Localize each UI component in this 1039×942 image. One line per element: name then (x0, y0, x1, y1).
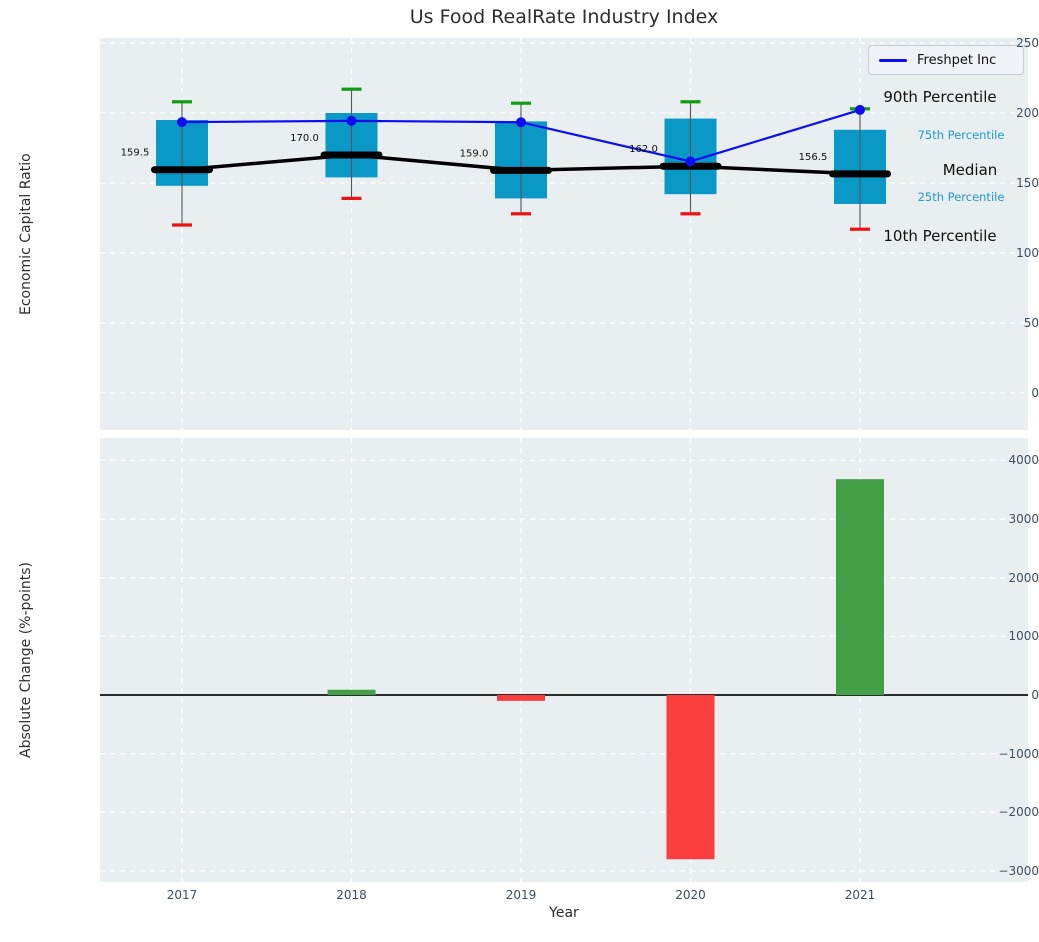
y-tick-bottom-2000: 2000 (1008, 570, 1039, 585)
bar-chart-svg (100, 438, 1028, 882)
cap-10th-2017 (172, 223, 192, 227)
cap-10th-2021 (850, 227, 870, 231)
freshpet-marker-2017 (177, 117, 187, 128)
median-annotation-2017: 159.5 (121, 148, 150, 159)
y-tick-bottom--3000: −3000 (998, 863, 1039, 878)
y-tick-top-150: 150 (1016, 176, 1039, 190)
freshpet-marker-2019 (516, 117, 526, 128)
legend-blue-line-icon (879, 58, 907, 62)
freshpet-marker-2021 (855, 104, 865, 115)
x-tick-2019: 2019 (505, 888, 537, 902)
y-tick-bottom--1000: −1000 (998, 746, 1039, 761)
median-capsule-2021 (829, 170, 891, 178)
cap-10th-2018 (341, 196, 362, 200)
change-bar-2020 (666, 695, 715, 860)
y-tick-bottom-0: 0 (1031, 688, 1039, 702)
cap-90th-2017 (172, 100, 192, 104)
change-bar-2021 (836, 479, 884, 695)
cap-90th-2020 (680, 100, 701, 104)
x-tick-2021: 2021 (844, 888, 876, 902)
cap-10th-2020 (680, 212, 701, 216)
label-10th-percentile: 10th Percentile (883, 227, 997, 245)
label-75th-percentile: 75th Percentile (917, 128, 1005, 142)
cap-90th-2019 (511, 101, 531, 105)
x-tick-2020: 2020 (675, 888, 706, 902)
label-median: Median (942, 161, 998, 179)
y-tick-bottom-4000: 4000 (1008, 453, 1039, 468)
freshpet-marker-2020 (685, 156, 696, 167)
change-bar-2018 (327, 689, 376, 695)
median-annotation-2018: 170.0 (290, 133, 319, 144)
median-annotation-2021: 156.5 (799, 152, 828, 163)
x-tick-2017: 2017 (166, 888, 198, 902)
median-capsule-2017 (151, 166, 213, 174)
y-tick-top-0: 0 (1031, 386, 1039, 400)
y-tick-top-250: 250 (1016, 36, 1039, 50)
y-axis-label-top: Economic Capital Ratio (18, 153, 34, 315)
y-tick-bottom-1000: 1000 (1008, 629, 1039, 644)
median-capsule-2018 (320, 151, 383, 159)
y-tick-top-100: 100 (1016, 246, 1039, 260)
x-tick-2018: 2018 (336, 888, 367, 902)
median-capsule-2019 (490, 166, 552, 174)
median-annotation-2019: 159.0 (460, 148, 489, 159)
median-annotation-2020: 162.0 (629, 144, 658, 155)
y-axis-label-bottom: Absolute Change (%-points) (18, 562, 34, 758)
y-tick-bottom--2000: −2000 (998, 805, 1039, 820)
bottom-plot-panel (100, 438, 1028, 882)
label-90th-percentile: 90th Percentile (883, 88, 997, 106)
y-tick-top-200: 200 (1016, 106, 1039, 120)
freshpet-marker-2018 (346, 115, 357, 126)
x-axis-label: Year (549, 905, 579, 921)
legend: Freshpet Inc (868, 45, 1024, 75)
percentile-chart-svg: 159.5 170.0 159.0 162.0 156.5 (100, 38, 1028, 430)
cap-10th-2019 (511, 212, 531, 216)
cap-90th-2018 (341, 87, 362, 91)
y-tick-bottom-3000: 3000 (1008, 512, 1039, 527)
top-plot-panel: 159.5 170.0 159.0 162.0 156.5 Freshpet Inc 9… (100, 38, 1028, 430)
legend-label: Freshpet Inc (917, 52, 997, 68)
y-tick-top-50: 50 (1023, 316, 1039, 330)
chart-title: Us Food RealRate Industry Index (409, 6, 719, 28)
label-25th-percentile: 25th Percentile (917, 190, 1005, 204)
change-bar-2019 (497, 695, 545, 701)
